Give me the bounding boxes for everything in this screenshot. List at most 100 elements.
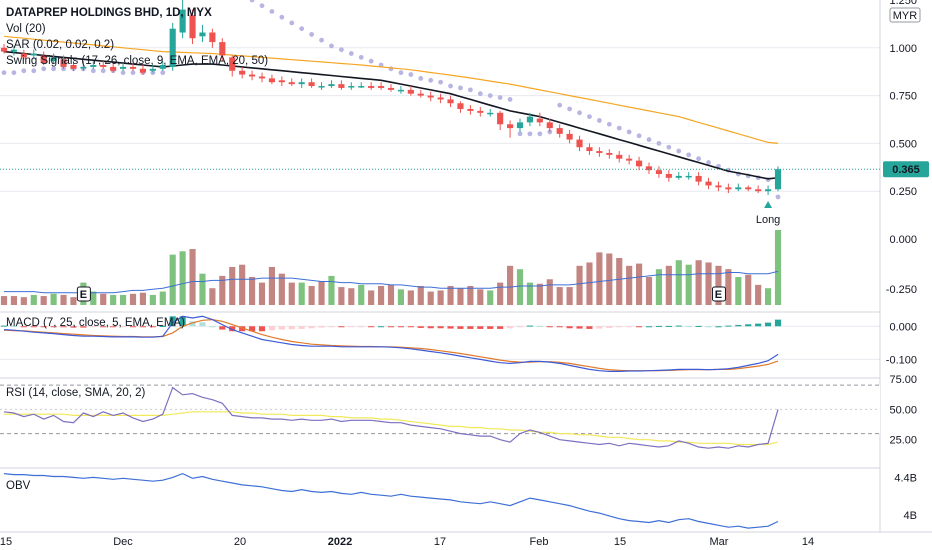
- macd-histogram-bar: [219, 326, 226, 330]
- macd-histogram-bar: [606, 326, 613, 328]
- time-axis-label: 20: [234, 536, 246, 548]
- sar-dot: [626, 129, 632, 135]
- macd-histogram-bar: [497, 326, 504, 329]
- candle-body: [765, 189, 772, 192]
- macd-histogram-bar: [596, 326, 603, 329]
- sar-dot: [289, 20, 295, 26]
- legend-macd[interactable]: MACD (7, 25, close, 5, EMA, EMA): [6, 317, 185, 329]
- volume-bar: [338, 287, 345, 305]
- candle-body: [189, 15, 196, 39]
- sar-dot: [279, 14, 285, 20]
- macd-histogram-bar: [60, 326, 67, 328]
- macd-histogram-bar: [457, 326, 464, 329]
- volume-bar: [774, 230, 782, 305]
- macd-histogram-bar: [636, 326, 643, 328]
- rsi-tick-label: 50.00: [889, 404, 917, 416]
- macd-histogram-bar: [278, 326, 285, 330]
- macd-histogram-bar: [308, 326, 315, 329]
- macd-histogram-bar: [437, 326, 444, 329]
- macd-histogram-bar: [318, 326, 325, 328]
- last-price-tag: [883, 161, 929, 178]
- volume-bar: [308, 285, 315, 305]
- volume-bar: [685, 264, 692, 305]
- volume-bar: [70, 297, 77, 305]
- rsi-tick-label: 75.00: [889, 374, 917, 386]
- price-tick-label: 0.500: [889, 138, 917, 150]
- sar-dot: [31, 68, 37, 74]
- volume-bar: [765, 288, 772, 305]
- macd-histogram-bar: [387, 326, 395, 328]
- volume-bar: [30, 294, 37, 305]
- macd-histogram-bar: [516, 326, 524, 328]
- volume-bar: [348, 288, 355, 305]
- volume-bar: [457, 288, 464, 305]
- candle-body: [437, 97, 444, 100]
- macd-histogram-bar: [417, 326, 424, 328]
- volume-tick-label: -0.250: [886, 284, 917, 296]
- currency-box: [889, 7, 921, 23]
- candle-body: [298, 82, 305, 85]
- chart-title: DATAPREP HOLDINGS BHD, 1D, MYX: [6, 7, 212, 19]
- candle-body: [576, 139, 583, 148]
- candle-body: [159, 65, 166, 69]
- macd-line: [3, 315, 779, 372]
- legend-rsi[interactable]: RSI (14, close, SMA, 20, 2): [6, 387, 146, 399]
- legend-vol[interactable]: Vol (20): [6, 23, 46, 35]
- sar-dot: [319, 37, 324, 43]
- sar-dot: [775, 194, 781, 200]
- candle-body: [338, 84, 345, 88]
- candle-body: [457, 103, 464, 109]
- candle-body: [626, 158, 633, 161]
- macd-histogram-bar: [129, 326, 137, 328]
- candle-body: [239, 70, 246, 75]
- candle-body: [199, 32, 206, 37]
- macd-histogram-bar: [120, 326, 127, 328]
- legend-sar[interactable]: SAR (0.02, 0.02, 0.2): [6, 39, 115, 51]
- volume-bar: [487, 290, 494, 305]
- macd-histogram-bar: [258, 326, 266, 332]
- macd-histogram-bar: [50, 326, 57, 328]
- sar-dot: [497, 95, 503, 100]
- candle-body: [725, 187, 732, 190]
- volume-bar: [397, 289, 404, 305]
- time-axis-label: 17: [434, 536, 446, 548]
- macd-histogram-bar: [110, 326, 117, 328]
- candle-body: [596, 151, 603, 153]
- volume-bar: [715, 265, 722, 305]
- macd-histogram-bar: [80, 326, 87, 328]
- volume-bar: [417, 285, 424, 305]
- time-axis-label: 2022: [328, 536, 352, 548]
- candle-body: [497, 112, 504, 125]
- macd-histogram-bar: [338, 326, 345, 328]
- sar-dot: [696, 156, 702, 162]
- volume-bar: [437, 290, 444, 305]
- candle-body: [20, 53, 27, 58]
- macd-histogram-bar: [556, 326, 563, 328]
- candle-body: [60, 59, 67, 67]
- candle-body: [427, 95, 434, 98]
- sar-dot: [587, 114, 592, 120]
- macd-histogram-bar: [725, 325, 732, 327]
- candle-body: [526, 116, 533, 123]
- candle-body: [249, 74, 256, 77]
- volume-bar: [229, 266, 236, 305]
- volume-bar: [636, 263, 643, 305]
- macd-histogram-bar: [407, 326, 414, 328]
- volume-bar: [556, 287, 563, 305]
- macd-histogram-bar: [467, 326, 474, 329]
- candle-body: [149, 68, 156, 71]
- price-tick-label: 1.250: [889, 0, 917, 7]
- volume-bar: [179, 251, 186, 305]
- legend-obv[interactable]: OBV: [6, 480, 31, 492]
- volume-bar: [536, 283, 543, 305]
- legend-swing-signals[interactable]: Swing Signals (17, 26, close, 9, EMA, EM…: [6, 55, 269, 67]
- volume-bar: [516, 269, 524, 305]
- candle-body: [447, 99, 454, 104]
- macd-histogram-bar: [616, 326, 623, 328]
- volume-bar: [725, 269, 732, 305]
- sar-dot: [269, 9, 275, 14]
- candle-body: [735, 187, 742, 190]
- price-tick-label: 0.750: [889, 91, 917, 103]
- candle-body: [318, 86, 325, 88]
